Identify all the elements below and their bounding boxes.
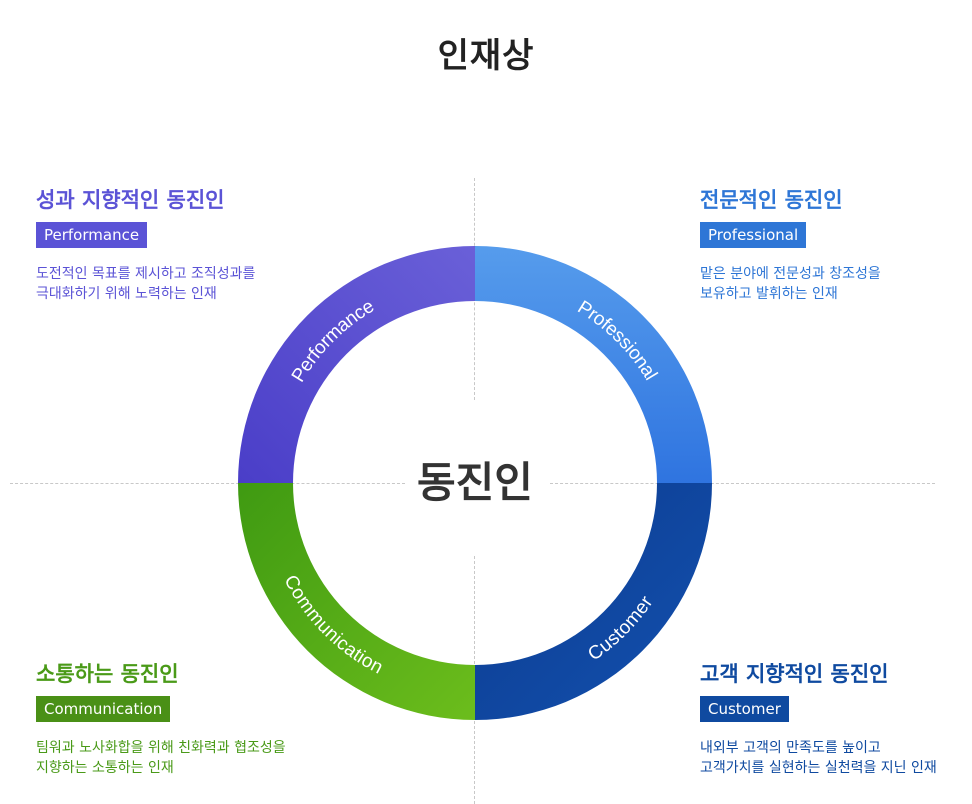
block-communication: 소통하는 동진인 Communication 팀워과 노사화합을 위해 친화력과…	[36, 660, 286, 778]
badge-communication: Communication	[36, 696, 171, 722]
ring-segment-performance	[238, 246, 475, 483]
desc-communication-line2: 지향하는 소통하는 인재	[36, 760, 174, 776]
heading-communication: 소통하는 동진인	[36, 662, 179, 686]
ring-segment-professional	[475, 246, 712, 483]
badge-professional: Professional	[700, 222, 807, 248]
horizontal-divider-right	[550, 483, 935, 484]
badge-performance: Performance	[36, 222, 148, 248]
desc-communication: 팀워과 노사화합을 위해 친화력과 협조성을 지향하는 소통하는 인재	[36, 738, 286, 778]
desc-performance-line2: 극대화하기 위해 노력하는 인재	[36, 286, 217, 302]
desc-customer: 내외부 고객의 만족도를 높이고 고객가치를 실현하는 실천력을 지닌 인재	[700, 738, 937, 778]
desc-communication-line1: 팀워과 노사화합을 위해 친화력과 협조성을	[36, 740, 286, 756]
ring-segment-communication	[238, 483, 475, 720]
horizontal-divider-left	[10, 483, 405, 484]
heading-performance: 성과 지향적인 동진인	[36, 188, 225, 212]
desc-professional-line1: 맡은 분야에 전문성과 창조성을	[700, 266, 881, 282]
badge-customer: Customer	[700, 696, 789, 722]
desc-customer-line2: 고객가치를 실현하는 실천력을 지닌 인재	[700, 760, 937, 776]
block-performance: 성과 지향적인 동진인 Performance 도전적인 목표를 제시하고 조직…	[36, 186, 255, 304]
heading-customer: 고객 지향적인 동진인	[700, 662, 889, 686]
desc-performance: 도전적인 목표를 제시하고 조직성과를 극대화하기 위해 노력하는 인재	[36, 264, 255, 304]
ring-segment-customer	[475, 483, 712, 720]
desc-professional: 맡은 분야에 전문성과 창조성을 보유하고 발휘하는 인재	[700, 264, 881, 304]
desc-professional-line2: 보유하고 발휘하는 인재	[700, 286, 838, 302]
heading-professional: 전문적인 동진인	[700, 188, 843, 212]
center-label: 동진인	[417, 458, 533, 507]
block-professional: 전문적인 동진인 Professional 맡은 분야에 전문성과 창조성을 보…	[700, 186, 881, 304]
block-customer: 고객 지향적인 동진인 Customer 내외부 고객의 만족도를 높이고 고객…	[700, 660, 937, 778]
desc-customer-line1: 내외부 고객의 만족도를 높이고	[700, 740, 881, 756]
page-title: 인재상	[437, 36, 535, 76]
desc-performance-line1: 도전적인 목표를 제시하고 조직성과를	[36, 266, 256, 282]
